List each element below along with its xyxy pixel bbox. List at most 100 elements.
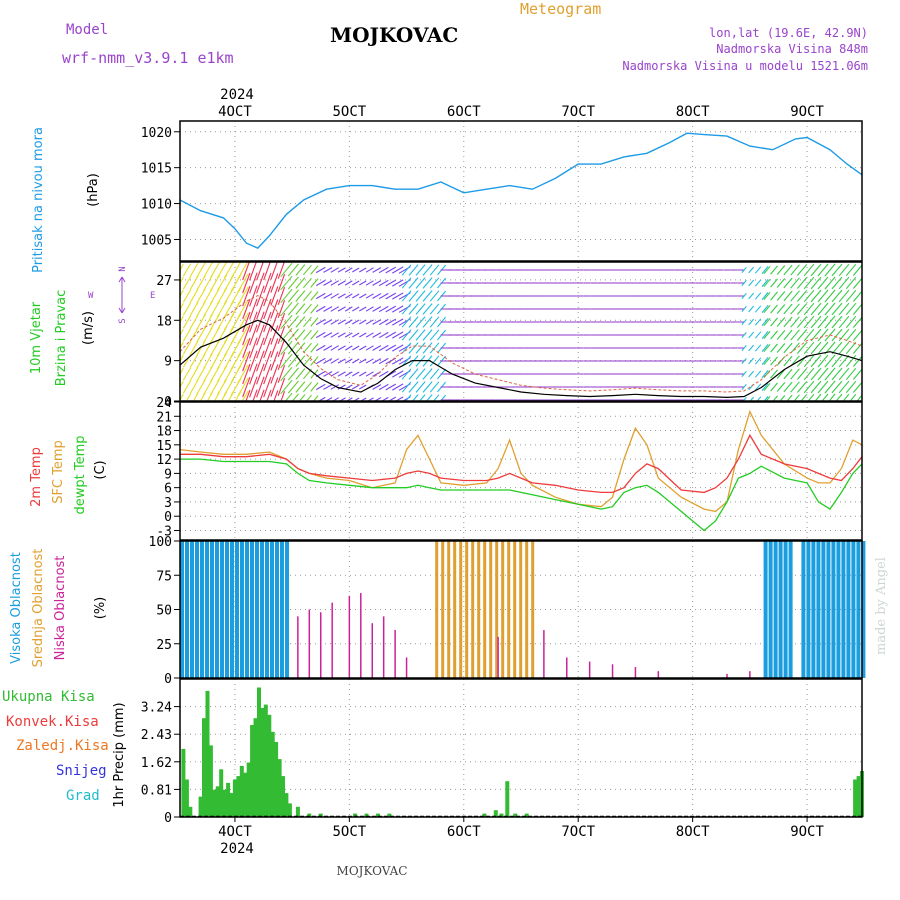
- wind-barb: [392, 292, 404, 300]
- precip-bar: [277, 759, 282, 817]
- wind-barb: [803, 328, 815, 342]
- wind-barb: [401, 329, 412, 341]
- wind-barb: [237, 286, 249, 306]
- wind-barb: [245, 389, 251, 401]
- wind-barb: [803, 367, 815, 381]
- wind-barb: [270, 351, 279, 371]
- wind-barb: [280, 314, 293, 330]
- wind-barb: [770, 343, 778, 353]
- wind-barb: [385, 292, 397, 300]
- wind-barb: [770, 278, 778, 288]
- cloud-panel: 0 25 50 75 100: [149, 535, 866, 687]
- wind-barb: [337, 345, 346, 351]
- bottom-day-label: 6OCT: [447, 824, 481, 840]
- wind-barb: [344, 293, 353, 299]
- wind-barb: [189, 379, 199, 395]
- wind-barb: [337, 306, 346, 312]
- precip-bar: [513, 813, 518, 817]
- wind-barb: [180, 394, 184, 401]
- wind-barb: [824, 315, 836, 329]
- wind-barb: [429, 290, 440, 302]
- wind-barb: [337, 332, 346, 338]
- wind-barb: [748, 344, 755, 352]
- low-cloud-label: Niska Oblacnost: [53, 556, 68, 661]
- wind-barb: [776, 369, 786, 379]
- wind-barb: [277, 365, 286, 383]
- wind-barb: [821, 393, 829, 401]
- snow-label: Snijeg: [56, 763, 107, 779]
- wind-barb: [378, 370, 389, 378]
- top-day-label: 7OCT: [561, 104, 595, 120]
- wind-barb: [344, 384, 353, 390]
- wind-barb: [352, 332, 360, 338]
- wind-barb: [359, 280, 367, 286]
- cloud-frame: [179, 540, 863, 679]
- wind-barb: [180, 342, 184, 350]
- cloud-bar: [270, 541, 274, 678]
- wind-barb: [277, 339, 286, 357]
- cloud-bar: [768, 541, 773, 678]
- wind-barb: [315, 292, 326, 300]
- wind-panel: 0 9 18 27: [156, 261, 863, 410]
- wind-barb: [330, 306, 339, 312]
- cloud-bar: [501, 541, 505, 678]
- wind-barb: [180, 264, 184, 272]
- wind-barb: [310, 356, 319, 366]
- wind-barb: [408, 277, 419, 289]
- wind-barb: [337, 319, 346, 325]
- wind-barb: [359, 358, 367, 364]
- wind-barb: [824, 380, 836, 394]
- wind-barb: [287, 289, 299, 303]
- wind-barb: [408, 329, 419, 341]
- wind-barb: [779, 395, 786, 401]
- wind-barb: [807, 393, 815, 401]
- wind-barb: [776, 304, 786, 314]
- wind-barb: [344, 332, 353, 338]
- wind-barb: [845, 302, 857, 316]
- wind-barb: [415, 381, 426, 393]
- wind-barb: [770, 291, 778, 301]
- wind-barb: [242, 363, 251, 385]
- wind-barb: [372, 293, 382, 299]
- cloud-bar: [240, 541, 244, 678]
- wind-barb: [302, 381, 312, 393]
- wind-barb: [295, 264, 306, 276]
- wind-barb: [256, 324, 265, 346]
- wind-barb: [817, 302, 829, 316]
- wind-barb: [783, 368, 793, 380]
- wind-barb: [741, 319, 747, 325]
- wind-barb: [803, 263, 815, 277]
- cloud-unit: (%): [93, 597, 108, 620]
- top-day-label: 6OCT: [447, 104, 481, 120]
- wind-barb: [754, 344, 762, 352]
- wind-barb: [330, 319, 339, 325]
- precip-bar: [482, 813, 487, 817]
- cloud-bar: [841, 541, 846, 678]
- precip-bar: [318, 813, 323, 817]
- wind-barb: [763, 304, 771, 314]
- wind-barb: [763, 317, 771, 327]
- wind-barb: [372, 384, 382, 390]
- wind-barb: [378, 331, 389, 339]
- wind-barb: [761, 305, 769, 313]
- wind-barb: [295, 303, 306, 315]
- wind-barb: [429, 368, 440, 380]
- cloud-bar: [477, 541, 481, 678]
- cloud-bar: [856, 541, 861, 678]
- precip-bar: [387, 813, 392, 817]
- bottom-day-labels: 4OCT 5OCT 6OCT 7OCT 8OCT 9OCT: [218, 817, 825, 840]
- compass-n: N: [118, 266, 128, 271]
- wind-barb: [365, 358, 374, 364]
- wind-barb: [404, 394, 412, 401]
- wind-barb: [817, 354, 829, 368]
- wind-barb: [315, 357, 326, 365]
- precip-bar: [226, 782, 231, 817]
- wind-barb: [182, 367, 192, 381]
- wind-barb: [263, 311, 272, 333]
- pressure-panel: 1005 1010 1015 1020: [141, 120, 863, 262]
- wind-barb: [270, 262, 278, 280]
- wind-barb: [817, 315, 829, 329]
- high-cloud-label: Visoka Oblacnost: [9, 552, 24, 664]
- wind-barb: [192, 392, 199, 401]
